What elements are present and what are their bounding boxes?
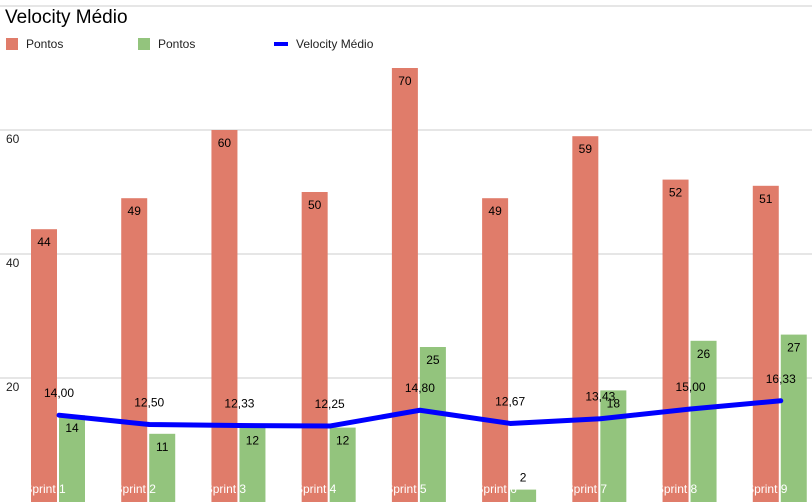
velocity-label: 12,50: [134, 396, 164, 410]
legend-swatch-pontos-red: [6, 38, 18, 50]
x-category-label: Sprint 6: [475, 482, 517, 496]
bar-label-pontos-red: 49: [488, 204, 502, 218]
bar-label-pontos-red: 60: [218, 136, 232, 150]
legend-label-pontos-red: Pontos: [26, 37, 63, 51]
bar-pontos-green: [690, 340, 717, 502]
x-category-label: Sprint 9: [746, 482, 788, 496]
x-axis-categories: Sprint 1 Sprint 2 Sprint 3 Sprint 4 Sprint 5…: [24, 482, 787, 496]
velocity-label: 12,33: [224, 397, 254, 411]
bar-pontos-green: [149, 433, 176, 502]
x-category-label: Sprint 5: [385, 482, 427, 496]
x-category-label: Sprint 8: [656, 482, 698, 496]
bar-label-pontos-green: 11: [156, 440, 169, 454]
velocity-line: [56, 398, 784, 429]
bar-pontos-red: [211, 130, 238, 502]
bar-label-pontos-green: 18: [607, 396, 621, 410]
legend: Pontos Pontos Velocity Médio: [6, 37, 374, 51]
bar-pontos-green: [600, 390, 627, 502]
bar-pontos-red: [31, 229, 57, 502]
bar-label-pontos-red: 51: [759, 192, 773, 206]
legend-label-velocity: Velocity Médio: [296, 37, 374, 51]
bar-label-pontos-red: 50: [308, 198, 322, 212]
chart-title: Velocity Médio: [5, 7, 128, 28]
bar-pontos-red: [572, 136, 599, 502]
bar-label-pontos-green: 14: [65, 421, 79, 435]
bar-label-pontos-red: 49: [128, 204, 142, 218]
velocity-label: 15,00: [676, 380, 706, 394]
bar-pontos-red: [752, 185, 779, 502]
legend-swatch-pontos-green: [138, 38, 150, 50]
bars: [31, 68, 807, 502]
bar-pontos-green: [329, 427, 356, 502]
legend-label-pontos-green: Pontos: [158, 37, 195, 51]
data-labels: 44 14 49 11 60 12 50 12 70 25 49 2 59 18 52 26 51 27 14,00…: [37, 74, 800, 485]
bar-label-pontos-green: 2: [520, 471, 527, 485]
bar-pontos-green: [510, 489, 537, 502]
bar-label-pontos-green: 12: [246, 434, 260, 448]
bar-pontos-green: [780, 334, 807, 502]
y-tick-label: 40: [6, 256, 20, 270]
x-category-label: Sprint 4: [295, 482, 337, 496]
bar-label-pontos-green: 26: [697, 347, 711, 361]
bar-label-pontos-red: 70: [398, 74, 412, 88]
y-tick-label: 60: [6, 132, 20, 146]
velocity-label: 13,43: [585, 390, 615, 404]
bar-label-pontos-green: 27: [787, 341, 801, 355]
y-axis-ticks: 20 40 60: [6, 132, 20, 394]
bar-label-pontos-red: 52: [669, 186, 683, 200]
bar-pontos-red: [662, 179, 689, 502]
velocity-label: 14,00: [44, 386, 74, 400]
bar-pontos-green: [239, 427, 266, 502]
bar-pontos-green: [419, 347, 446, 502]
x-category-label: Sprint 1: [24, 482, 66, 496]
bar-pontos-red: [121, 198, 148, 502]
velocity-label: 16,33: [766, 372, 796, 386]
bar-label-pontos-red: 44: [37, 235, 51, 249]
y-tick-label: 20: [6, 380, 20, 394]
bar-label-pontos-green: 25: [426, 353, 440, 367]
bar-label-pontos-green: 12: [336, 434, 350, 448]
x-category-label: Sprint 3: [205, 482, 247, 496]
bar-pontos-green: [59, 415, 85, 502]
bar-pontos-red: [391, 68, 418, 502]
x-category-label: Sprint 7: [566, 482, 608, 496]
bar-pontos-red: [301, 192, 328, 502]
x-category-label: Sprint 2: [115, 482, 157, 496]
velocity-label: 12,67: [495, 394, 525, 408]
velocity-label: 12,25: [315, 397, 345, 411]
velocity-label: 14,80: [405, 381, 435, 395]
bar-label-pontos-red: 59: [579, 142, 593, 156]
bar-pontos-red: [482, 198, 509, 502]
